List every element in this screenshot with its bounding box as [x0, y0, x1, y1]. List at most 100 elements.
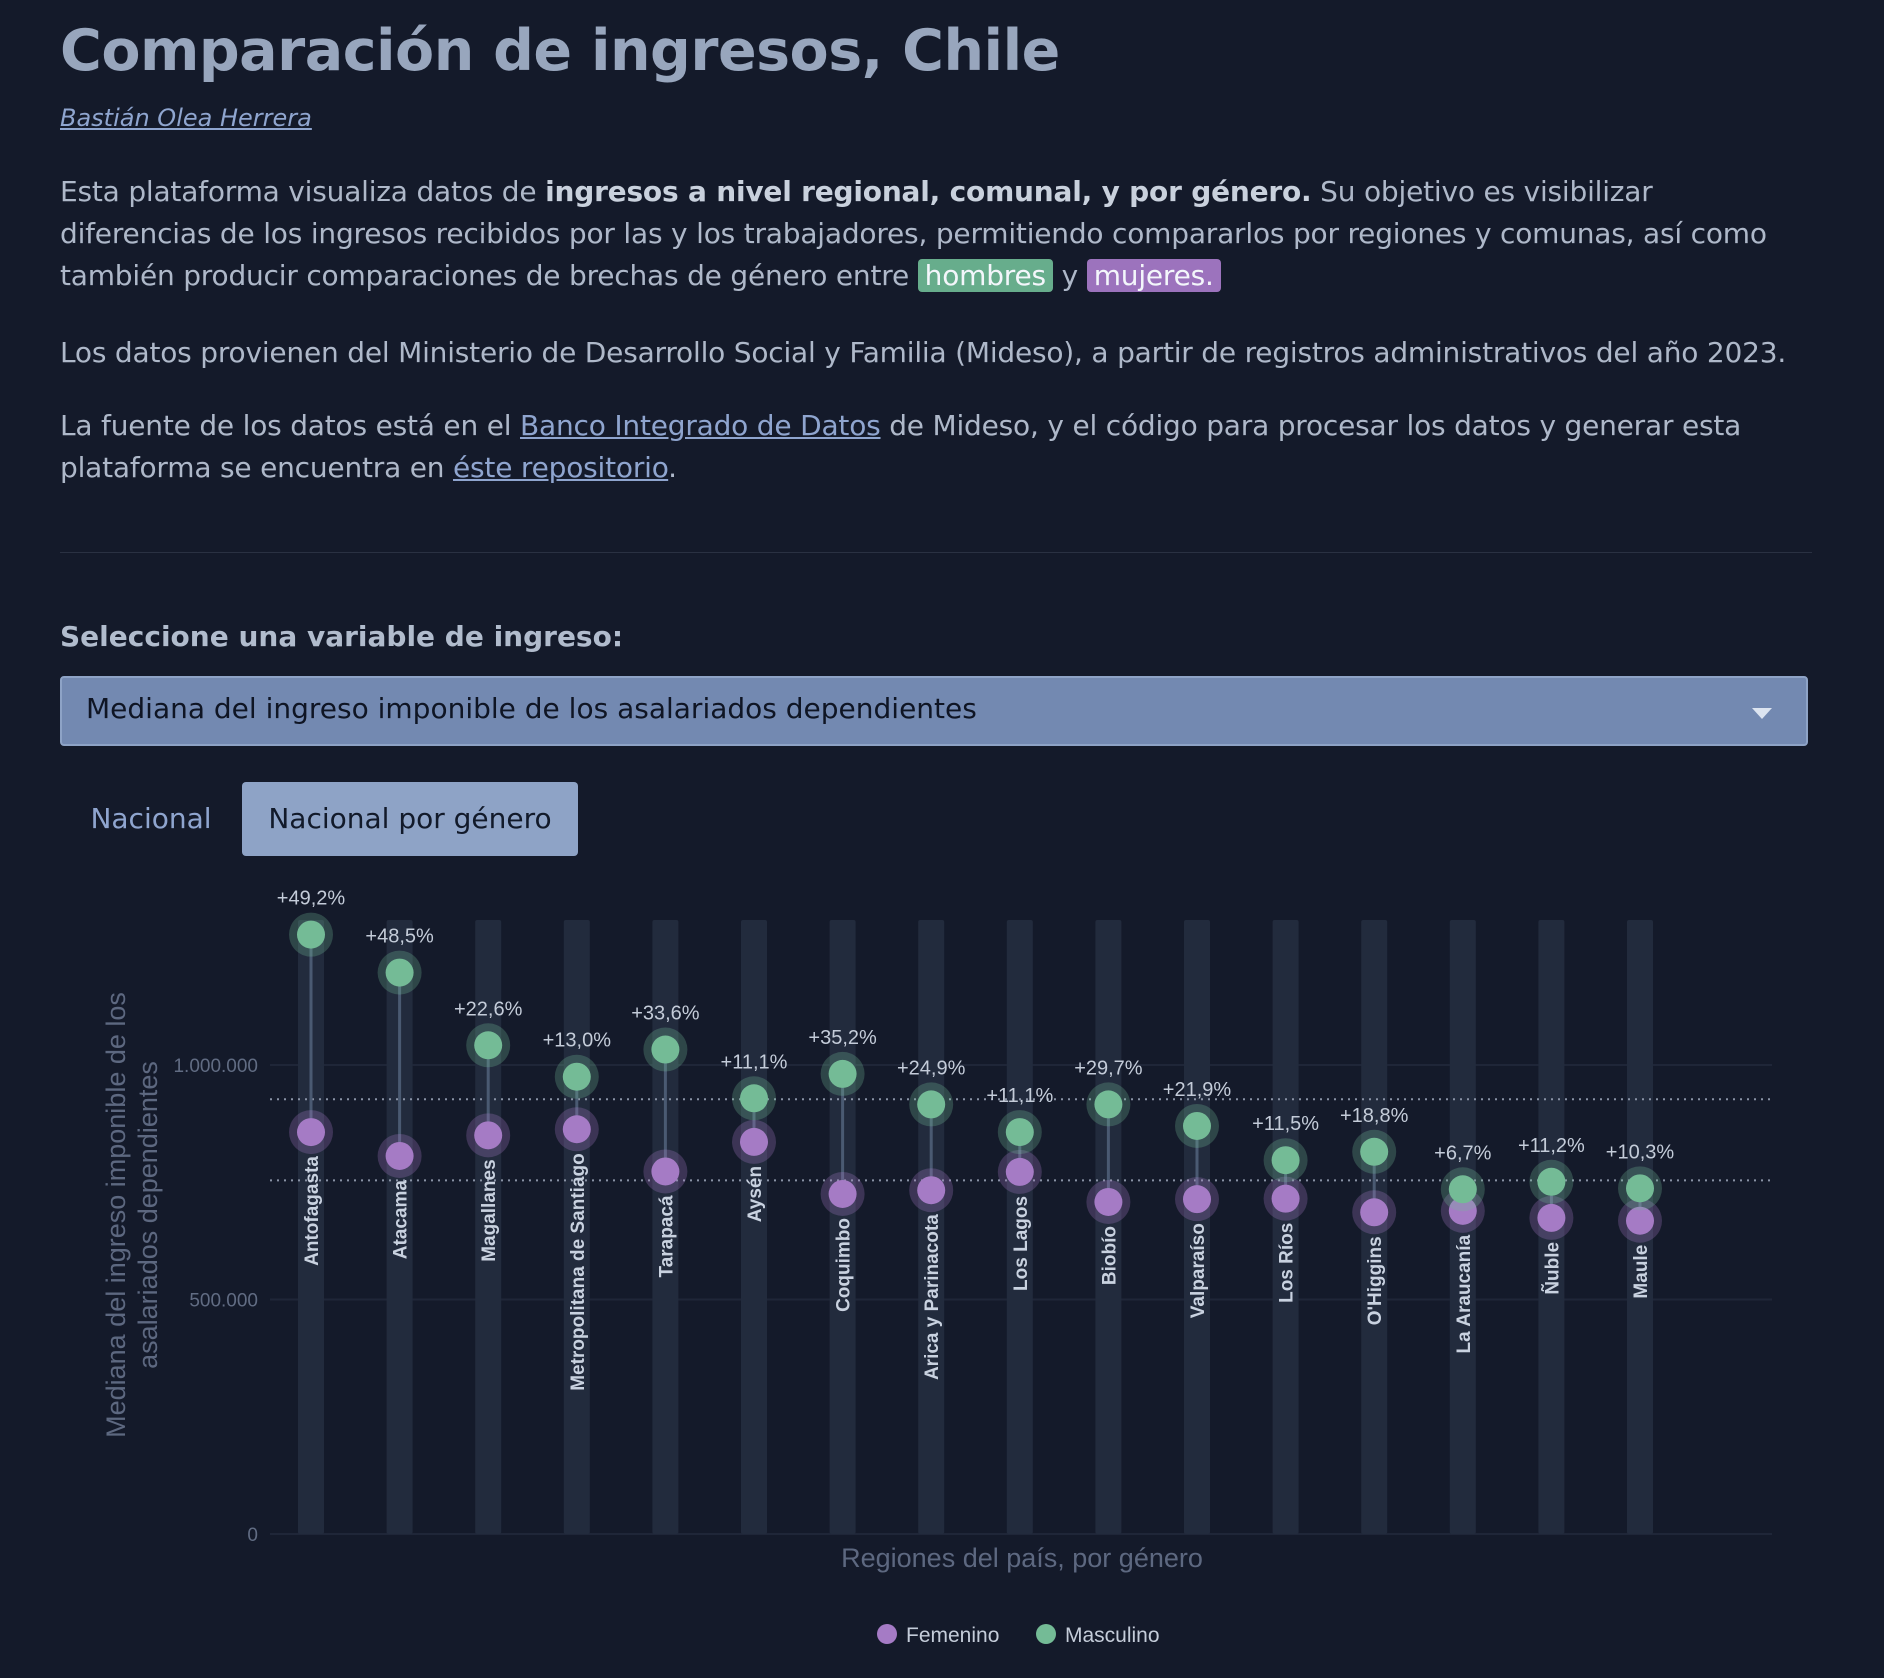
femenino-point[interactable] — [1626, 1206, 1654, 1235]
femenino-point[interactable] — [1005, 1157, 1034, 1186]
femenino-point[interactable] — [297, 1118, 325, 1147]
intro-paragraph-1: Esta plataforma visualiza datos de ingre… — [60, 171, 1812, 297]
intro-bold-text: ingresos a nivel regional, comunal, y po… — [545, 175, 1312, 208]
gap-percentage-label: +18,8% — [1340, 1105, 1409, 1127]
region-label: Aysén — [745, 1166, 766, 1222]
femenino-point[interactable] — [1448, 1196, 1477, 1225]
y-axis-title: Mediana del ingreso imponible de losasal… — [101, 992, 163, 1438]
region-label: Arica y Parinacota — [922, 1214, 943, 1380]
legend-femenino-label: Femenino — [906, 1624, 999, 1647]
intro-paragraph-3: La fuente de los datos está en el Banco … — [60, 405, 1812, 489]
masculino-point[interactable] — [1626, 1174, 1654, 1203]
banco-datos-link[interactable]: Banco Integrado de Datos — [520, 409, 881, 442]
femenino-point[interactable] — [1360, 1198, 1389, 1227]
region-label: Los Ríos — [1277, 1223, 1298, 1303]
femenino-point[interactable] — [651, 1157, 680, 1186]
gap-percentage-label: +33,6% — [631, 1003, 700, 1025]
region-label: Ñuble — [1541, 1242, 1563, 1295]
gap-percentage-label: +22,6% — [454, 998, 523, 1020]
masculino-point[interactable] — [917, 1090, 946, 1119]
region-label: Coquimbo — [834, 1218, 855, 1312]
region-column — [741, 920, 767, 1534]
masculino-point[interactable] — [1271, 1146, 1300, 1175]
femenino-point[interactable] — [917, 1176, 946, 1205]
y-tick-label: 0 — [247, 1525, 258, 1546]
y-tick-label: 500.000 — [189, 1291, 258, 1312]
author-link[interactable]: Bastián Olea Herrera — [60, 104, 312, 132]
income-variable-value: Mediana del ingreso imponible de los asa… — [86, 692, 977, 725]
region-label: O'Higgins — [1365, 1236, 1386, 1325]
region-column — [652, 920, 679, 1534]
region-column — [475, 920, 502, 1534]
femenino-point[interactable] — [828, 1179, 857, 1208]
gap-percentage-label: +24,9% — [897, 1057, 966, 1079]
femenino-point[interactable] — [385, 1141, 414, 1170]
mujeres-highlight: mujeres. — [1086, 259, 1221, 292]
femenino-point[interactable] — [1183, 1185, 1211, 1214]
region-column — [1361, 920, 1388, 1534]
region-column — [298, 920, 324, 1534]
repositorio-link[interactable]: éste repositorio — [453, 451, 669, 484]
region-label: Antofagasta — [302, 1156, 323, 1266]
x-axis-title: Regiones del país, por género — [841, 1543, 1203, 1573]
legend-masculino-swatch[interactable] — [1036, 1624, 1056, 1644]
region-column — [1095, 920, 1122, 1534]
region-column — [386, 920, 413, 1534]
masculino-point[interactable] — [1183, 1111, 1211, 1140]
gap-percentage-label: +48,5% — [365, 926, 434, 948]
gap-percentage-label: +11,1% — [986, 1085, 1053, 1107]
femenino-point[interactable] — [740, 1127, 768, 1156]
source-text-a: La fuente de los datos está en el — [60, 409, 520, 442]
intro-text-a: Esta plataforma visualiza datos de — [60, 175, 546, 208]
hombres-highlight: hombres — [917, 259, 1053, 292]
region-label: Metropolitana de Santiago — [568, 1153, 589, 1391]
legend-masculino-label: Masculino — [1065, 1624, 1160, 1647]
intro-text-b: Su objetivo es visibilizar diferencias d… — [60, 175, 1767, 292]
masculino-point[interactable] — [474, 1031, 503, 1060]
region-label: Magallanes — [479, 1159, 500, 1261]
tab-nacional-por-genero[interactable]: Nacional por género — [242, 782, 578, 856]
tab-nacional[interactable]: Nacional — [90, 802, 212, 835]
femenino-point[interactable] — [1271, 1184, 1300, 1213]
region-label: Atacama — [391, 1180, 412, 1260]
gap-percentage-label: +11,5% — [1252, 1113, 1319, 1135]
source-text-b: de Mideso, y el código para procesar los… — [60, 409, 1742, 484]
region-label: La Araucanía — [1454, 1234, 1475, 1353]
region-column — [1184, 920, 1210, 1534]
region-label: Biobío — [1099, 1226, 1120, 1285]
intro-and: y — [1052, 259, 1087, 292]
masculino-point[interactable] — [651, 1035, 680, 1064]
masculino-point[interactable] — [1360, 1137, 1389, 1166]
gap-percentage-label: +35,2% — [808, 1027, 877, 1049]
gap-percentage-label: +11,1% — [721, 1051, 788, 1073]
y-tick-label: 1.000.000 — [173, 1056, 258, 1077]
masculino-point[interactable] — [1448, 1175, 1477, 1204]
femenino-point[interactable] — [1537, 1203, 1566, 1232]
masculino-point[interactable] — [828, 1059, 857, 1088]
masculino-point[interactable] — [562, 1062, 591, 1091]
masculino-point[interactable] — [1537, 1167, 1566, 1196]
femenino-point[interactable] — [474, 1121, 503, 1150]
page-title: Comparación de ingresos, Chile — [60, 18, 1060, 84]
masculino-point[interactable] — [1094, 1090, 1123, 1119]
intro-paragraph-2: Los datos provienen del Ministerio de De… — [60, 336, 1787, 369]
source-text-c: . — [668, 451, 677, 484]
region-label: Los Lagos — [1011, 1196, 1032, 1291]
region-label: Maule — [1631, 1245, 1652, 1299]
masculino-point[interactable] — [1005, 1118, 1034, 1147]
gap-percentage-label: +21,9% — [1163, 1079, 1232, 1101]
femenino-point[interactable] — [562, 1115, 591, 1144]
legend-femenino-swatch[interactable] — [877, 1624, 897, 1644]
masculino-point[interactable] — [385, 958, 414, 987]
femenino-point[interactable] — [1094, 1187, 1123, 1216]
income-variable-select[interactable]: Mediana del ingreso imponible de los asa… — [60, 676, 1808, 746]
gap-percentage-label: +13,0% — [543, 1030, 612, 1052]
region-column — [918, 920, 945, 1534]
gap-percentage-label: +6,7% — [1434, 1142, 1491, 1164]
chevron-down-icon[interactable] — [1752, 708, 1772, 719]
masculino-point[interactable] — [740, 1084, 768, 1113]
gap-percentage-label: +10,3% — [1606, 1141, 1675, 1163]
gap-percentage-label: +29,7% — [1074, 1057, 1143, 1079]
masculino-point[interactable] — [297, 920, 325, 949]
